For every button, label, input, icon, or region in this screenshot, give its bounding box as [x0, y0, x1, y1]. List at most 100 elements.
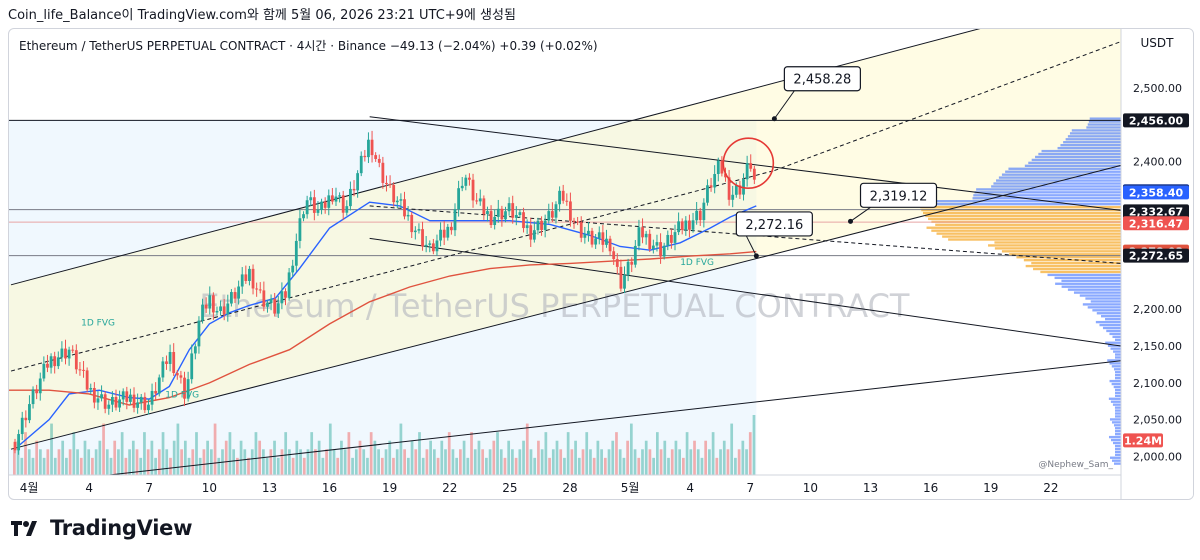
price-label-box — [1123, 248, 1189, 263]
volume-bar — [748, 432, 752, 475]
candle-body — [143, 396, 147, 411]
callout-pointer — [773, 90, 795, 120]
candle-body — [255, 288, 259, 290]
candle-body — [644, 233, 648, 238]
volume-bar — [87, 449, 91, 475]
axes: USDT 2,000.00 2,050.00 2,100.00 2,150.00 2,20… — [9, 29, 1193, 499]
volume-bar — [678, 449, 682, 475]
candle-body — [738, 185, 742, 195]
volume-bar — [176, 423, 180, 475]
candle-body — [96, 398, 100, 403]
volume-bar — [232, 449, 236, 475]
volume-bar — [276, 457, 280, 475]
volume-bar — [124, 457, 128, 475]
volume-bar — [429, 440, 432, 475]
volume-profile-bar — [1090, 300, 1121, 303]
volume-profile-bar — [1060, 144, 1121, 147]
price-tick-label: 2,150.00 — [1133, 340, 1182, 353]
candle-body — [399, 199, 403, 201]
volume-bar — [65, 457, 68, 475]
candle-body — [230, 292, 233, 304]
trend-line-3 — [774, 41, 1122, 172]
volume-bar — [347, 432, 351, 475]
candle-body — [511, 203, 515, 218]
volume-bar — [629, 423, 633, 475]
volume-bar — [154, 457, 157, 475]
volume-bar — [42, 457, 46, 475]
volume-bar — [451, 449, 455, 475]
volume-bar — [295, 440, 299, 475]
candle-body — [388, 184, 392, 186]
symbol-legend[interactable]: Ethereum / TetherUS PERPETUAL CONTRACT ·… — [19, 39, 598, 53]
candle-body — [579, 222, 583, 238]
volume-profile-bar — [1107, 359, 1121, 362]
volume-profile-bar — [1087, 306, 1121, 309]
annotations: 2,458.28 2,319.12 2,272.16 1D FVG 1D FVG 1D F… — [81, 66, 1113, 470]
candle-body — [749, 163, 753, 169]
volume-bar — [663, 440, 667, 475]
volume-bar — [492, 440, 496, 475]
candle-body — [82, 369, 85, 371]
price-chart[interactable]: Ethereum / TetherUS PERPETUAL CONTRACT 2… — [9, 29, 1193, 499]
volume-bar — [555, 440, 559, 475]
volume-bar — [674, 440, 678, 475]
candle-body — [395, 200, 399, 203]
volume-label-text: 1.24M — [1124, 434, 1162, 447]
volume-profile-bar — [942, 235, 1121, 238]
volume-profile-bar — [1086, 126, 1121, 129]
price-label-text: 2,272.65 — [1129, 250, 1183, 263]
candle-body — [139, 396, 143, 403]
volume-bar — [262, 449, 265, 475]
volume-bar — [447, 432, 451, 475]
volume-bar — [570, 449, 574, 475]
volume-bar — [514, 457, 518, 475]
candle-body — [20, 417, 24, 435]
trend-line-5 — [369, 237, 1122, 347]
candle-body — [558, 190, 561, 205]
volume-bar — [462, 440, 466, 475]
candle-body — [572, 220, 576, 222]
candle-body — [38, 378, 42, 394]
volume-bar — [607, 449, 611, 475]
volume-bar — [655, 432, 659, 475]
candle-body — [684, 220, 688, 230]
candle-body — [659, 242, 662, 257]
volume-bar — [726, 449, 730, 475]
volume-bar — [128, 449, 131, 475]
candle-body — [691, 220, 695, 230]
time-tick-label: 16 — [923, 481, 938, 495]
candle-body — [514, 214, 518, 218]
candle-body — [597, 232, 601, 239]
candle-body — [258, 289, 262, 291]
volume-profile-bar — [994, 247, 1121, 250]
candle-body — [648, 233, 652, 250]
candle-body — [201, 304, 204, 321]
moving-averages — [9, 201, 757, 447]
volume-profile-bar — [1087, 123, 1121, 126]
candle-body — [702, 202, 706, 221]
price-tick-label: 2,500.00 — [1133, 82, 1182, 95]
volume-bar — [265, 457, 269, 475]
volume-bar — [399, 423, 403, 475]
candle-body — [244, 274, 248, 281]
volume-bar — [485, 457, 488, 475]
volume-profile-bar — [1111, 382, 1121, 386]
candle-body — [561, 190, 565, 201]
candle-body — [698, 210, 702, 221]
volume-profile-bar — [1112, 403, 1121, 406]
volume-bar — [622, 457, 626, 475]
fvg-label: 1D FVG — [81, 318, 115, 328]
price-tick-label: 2,200.00 — [1133, 303, 1182, 316]
price-label-box — [1123, 216, 1189, 231]
chart-frame[interactable]: Ethereum / TetherUS PERPETUAL CONTRACT ·… — [8, 28, 1194, 500]
candle-body — [424, 244, 428, 247]
candle-body — [493, 216, 497, 226]
callout-box — [735, 211, 813, 237]
volume-profile-bar — [1108, 397, 1121, 400]
tradingview-logo-icon — [11, 521, 37, 536]
volume-profile-bar — [1112, 335, 1121, 339]
time-tick-label: 22 — [1043, 481, 1058, 495]
candle-body — [157, 377, 161, 394]
volume-bar — [183, 440, 187, 475]
volume-bar — [165, 449, 169, 475]
